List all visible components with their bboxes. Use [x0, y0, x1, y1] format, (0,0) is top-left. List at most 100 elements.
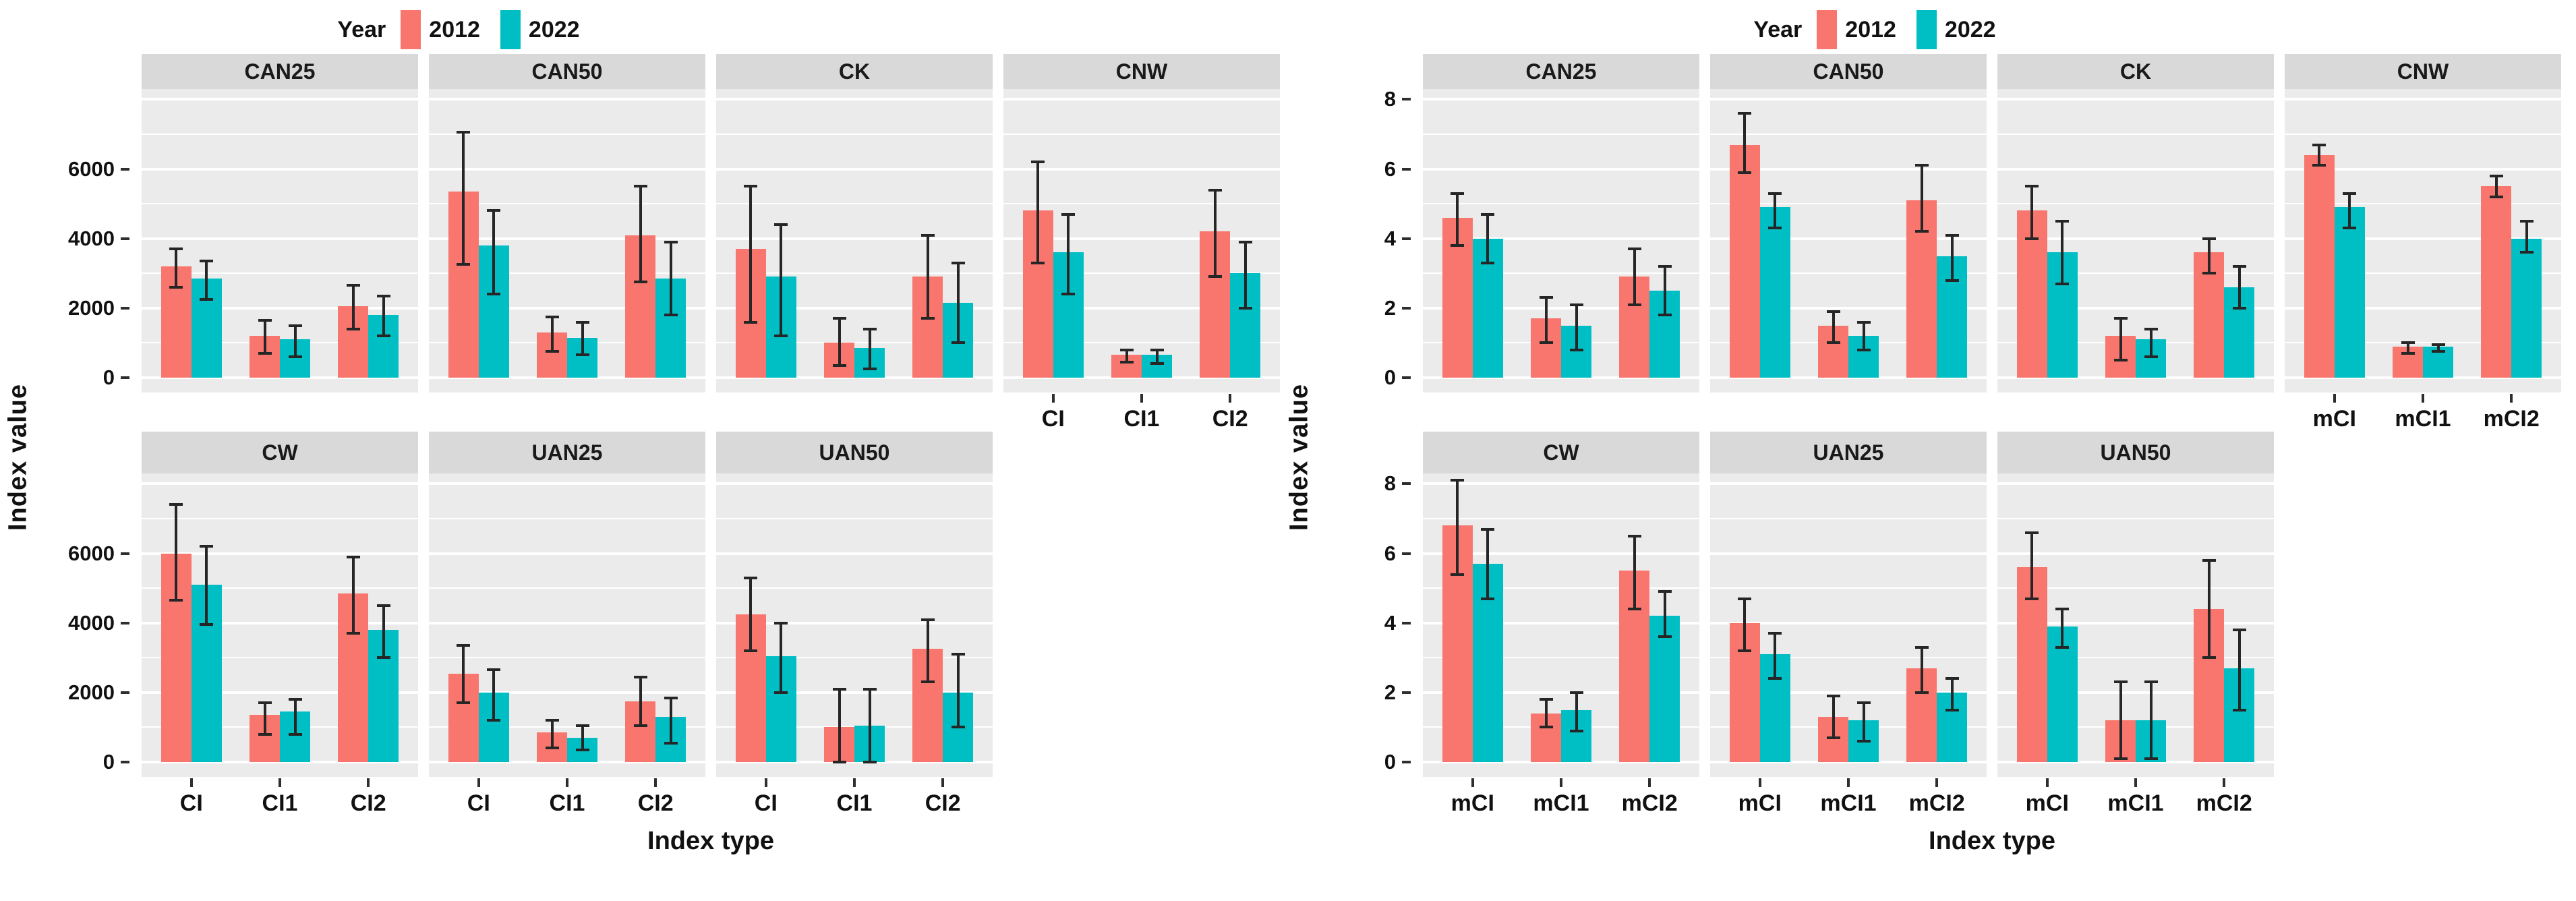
- gridline-major: [716, 237, 993, 240]
- error-bar-cap: [1768, 632, 1782, 635]
- gridline-minor: [1423, 203, 1699, 205]
- y-tick-label: 4000: [68, 226, 115, 250]
- y-tick-mark: [1402, 691, 1411, 694]
- facet-mid-cell: UAN25: [1710, 393, 1987, 473]
- gridline-major: [1997, 552, 2274, 555]
- error-bar-cap: [1481, 527, 1495, 531]
- facet-strip-UAN50: UAN50: [1997, 432, 2274, 473]
- error-bar-cap: [575, 724, 589, 727]
- x-tick-label-mCI: mCI: [2025, 790, 2069, 816]
- error-bar-CAN50-CI2-2022: [669, 241, 672, 316]
- x-tick-mark: [2045, 778, 2049, 787]
- error-bar-cap: [1569, 303, 1583, 306]
- gridline-major: [429, 482, 705, 486]
- error-bar-cap: [2401, 351, 2415, 355]
- bar-CW-mCI2-2022: [1649, 616, 1680, 762]
- y-tick-label: 0: [103, 366, 115, 389]
- error-bar-CAN25-CI1-2022: [293, 325, 297, 357]
- x-tick-mark: [2134, 778, 2137, 787]
- error-bar-cap: [288, 732, 302, 736]
- facet-mid-cell: CW: [1423, 393, 1699, 473]
- legend-swatch-2012: [1817, 10, 1838, 49]
- error-bar-cap: [862, 687, 877, 691]
- error-bar-cap: [169, 599, 183, 602]
- error-bar-UAN50-CI2-2012: [926, 619, 929, 682]
- error-bar-cap: [1061, 212, 1076, 216]
- facet-strip-UAN50: UAN50: [716, 432, 993, 473]
- error-bar-cap: [1061, 293, 1076, 296]
- error-bar-cap: [920, 680, 935, 684]
- error-bar-cap: [920, 317, 935, 320]
- gridline-minor: [1710, 518, 1987, 520]
- gridline-major: [1997, 167, 2274, 171]
- error-bar-cap: [1826, 695, 1840, 698]
- facet-grid: 0 2 4 6 8 0 2 4 6 8 CAN25 CAN50 CK CNW CW mCI mCI1 mCI2 UA…: [1318, 54, 2561, 861]
- x-tick-label-CI2: CI2: [637, 790, 674, 816]
- error-bar-CAN25-CI2-2012: [351, 285, 355, 329]
- error-bar-CAN50-mCI2-2022: [1950, 235, 1954, 281]
- gridline-minor: [716, 134, 993, 136]
- error-bar-CNW-CI-2022: [1067, 214, 1070, 295]
- error-bar-CNW-mCI1-2012: [2406, 343, 2409, 353]
- y-tick-label: 2: [1384, 295, 1396, 320]
- error-bar-cap: [2025, 531, 2039, 534]
- gridline-minor: [1423, 587, 1699, 589]
- gridline-minor: [1997, 587, 2274, 589]
- error-bar-cap: [1738, 597, 1752, 600]
- gridline-major: [142, 98, 418, 101]
- error-bar-cap: [1031, 161, 1045, 164]
- error-bar-cap: [1914, 164, 1929, 167]
- y-tick-label: 4: [1384, 610, 1396, 635]
- gridline-minor: [142, 134, 418, 136]
- x-tick-mark: [1935, 778, 1939, 787]
- error-bar-cap: [258, 732, 272, 736]
- x-axis-title: Index type: [1929, 826, 2055, 855]
- error-bar-cap: [1856, 740, 1871, 743]
- facet-mid-cell: UAN50: [1997, 393, 2274, 473]
- gridline-major: [1710, 691, 1987, 694]
- facet-strip-CK: CK: [1997, 54, 2274, 89]
- gridline-major: [1423, 691, 1699, 694]
- x-tick-mark: [1758, 778, 1761, 787]
- x-axis-labels: mCI mCI1 mCI2: [1710, 777, 1987, 821]
- error-bar-cap: [1856, 320, 1871, 324]
- gridline-major: [1997, 621, 2274, 624]
- y-axis-gutter: 0 2 4 6 8: [1318, 473, 1412, 777]
- error-bar-CW-mCI1-2012: [1544, 699, 1548, 728]
- error-bar-cap: [1945, 233, 1959, 237]
- error-bar-cap: [1451, 573, 1465, 576]
- panel-CW: [142, 473, 418, 777]
- error-bar-cap: [169, 503, 183, 506]
- error-bar-UAN25-mCI1-2022: [1862, 703, 1865, 742]
- error-bar-cap: [200, 545, 214, 548]
- gridline-major: [142, 691, 418, 694]
- error-bar-CAN25-mCI-2012: [1456, 193, 1459, 246]
- error-bar-cap: [288, 698, 302, 701]
- gridline-major: [142, 621, 418, 624]
- bar-CNW-mCI-2022: [2334, 207, 2365, 378]
- error-bar-cap: [2113, 359, 2128, 362]
- error-bar-CAN50-mCI1-2012: [1832, 312, 1835, 343]
- error-bar-cap: [545, 719, 559, 722]
- y-tick-label: 2000: [68, 295, 115, 320]
- error-bar-cap: [200, 297, 214, 301]
- y-tick-label: 4: [1384, 226, 1396, 250]
- facet-mid-cell: UAN50: [716, 393, 993, 473]
- gridline-minor: [2285, 272, 2561, 274]
- gridline-major: [1997, 691, 2274, 694]
- gridline-major: [142, 482, 418, 486]
- error-bar-UAN50-CI2-2022: [956, 654, 960, 728]
- error-bar-cap: [288, 355, 302, 359]
- facet-mid-cell: mCI mCI1 mCI2: [2285, 393, 2561, 473]
- bar-UAN50-mCI-2022: [2047, 626, 2078, 762]
- x-tick-label-mCI: mCI: [1738, 790, 1782, 816]
- error-bar-CAN50-CI-2012: [462, 132, 465, 265]
- error-bar-CAN25-mCI1-2022: [1575, 304, 1578, 350]
- gridline-major: [1997, 376, 2274, 379]
- y-tick-mark: [1402, 237, 1411, 240]
- gridline-major: [429, 167, 705, 171]
- error-bar-cap: [575, 320, 589, 324]
- error-bar-CAN25-CI1-2012: [263, 320, 266, 353]
- x-tick-mark: [1648, 778, 1651, 787]
- error-bar-cap: [2343, 192, 2357, 195]
